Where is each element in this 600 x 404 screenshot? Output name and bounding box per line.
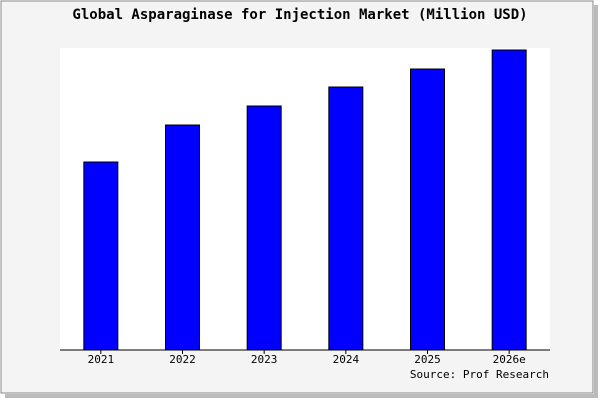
x-tick-label: 2024 [333, 353, 360, 366]
x-tick-label: 2025 [414, 353, 441, 366]
x-tick-label: 2023 [251, 353, 278, 366]
source-note: Source: Prof Research [410, 368, 549, 381]
bar [328, 86, 364, 351]
bar [491, 49, 527, 351]
bar [410, 68, 445, 351]
chart-title: Global Asparaginase for Injection Market… [72, 7, 527, 23]
frame-shadow [594, 5, 598, 397]
bar [246, 105, 282, 351]
frame-shadow [5, 394, 598, 398]
x-tick-label: 2022 [169, 353, 196, 366]
plot-area [60, 48, 550, 350]
x-tick-label: 2026e [493, 353, 526, 366]
bar [165, 124, 200, 351]
bar [83, 161, 119, 351]
x-tick-label: 2021 [88, 353, 115, 366]
